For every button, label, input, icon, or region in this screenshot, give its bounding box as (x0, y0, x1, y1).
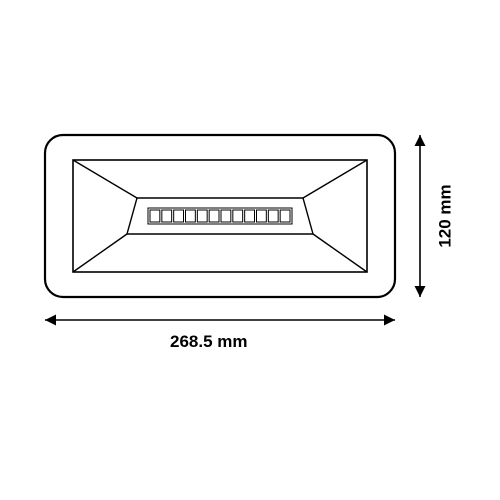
led-cell (221, 210, 231, 222)
arrowhead-icon (384, 315, 395, 326)
bevel-line (313, 234, 367, 272)
width-dimension-label: 268.5 mm (170, 332, 248, 352)
led-cell (162, 210, 172, 222)
led-cell (280, 210, 290, 222)
led-cell (174, 210, 184, 222)
led-cell (268, 210, 278, 222)
arrowhead-icon (415, 135, 426, 146)
bevel-line (73, 234, 127, 272)
bevel-line (303, 160, 367, 198)
led-cell (245, 210, 255, 222)
led-cell (186, 210, 196, 222)
diagram-stage: 268.5 mm 120 mm (0, 0, 500, 500)
inner-face-polygon (127, 198, 313, 234)
led-cell (197, 210, 207, 222)
led-cell (233, 210, 243, 222)
bevel-line (73, 160, 137, 198)
dimension-svg (0, 0, 500, 500)
height-dimension-label: 120 mm (436, 184, 456, 247)
led-cell (257, 210, 267, 222)
led-cell (209, 210, 219, 222)
arrowhead-icon (45, 315, 56, 326)
led-cell (150, 210, 160, 222)
arrowhead-icon (415, 286, 426, 297)
mid-bezel-rect (73, 160, 367, 272)
